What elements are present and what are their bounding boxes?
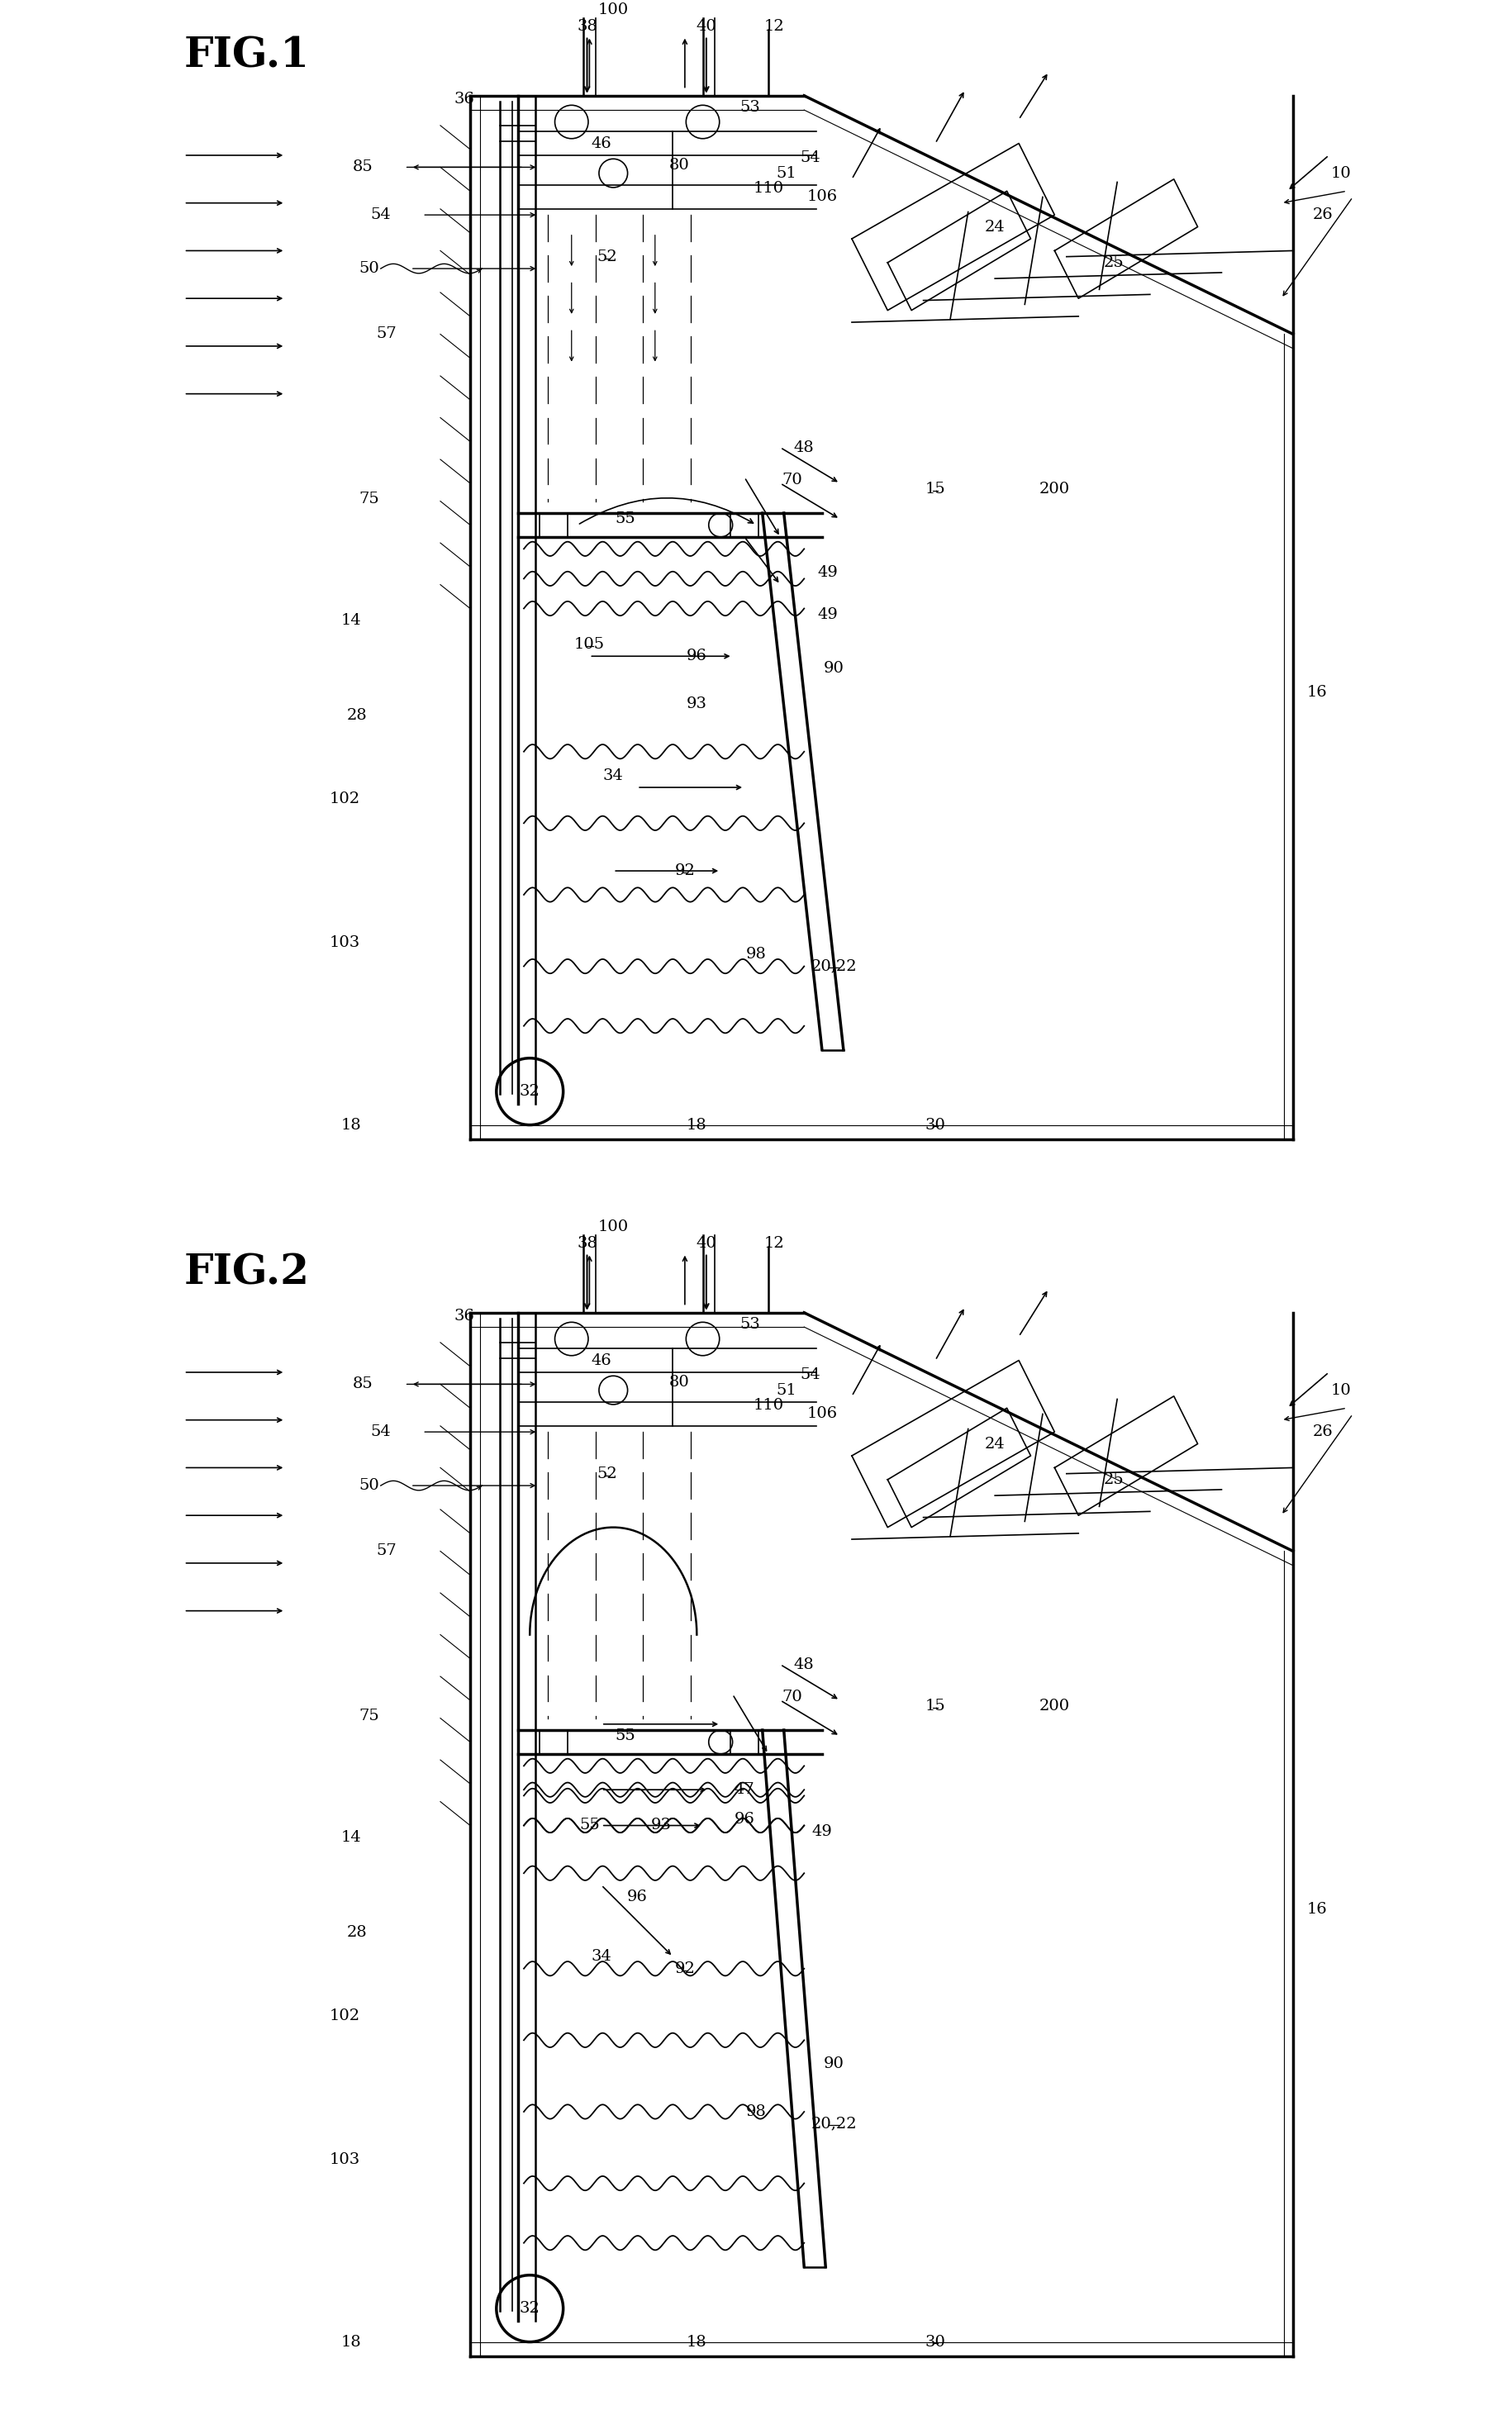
Text: 20,22: 20,22 — [810, 959, 856, 974]
Text: 200: 200 — [1039, 482, 1069, 497]
Text: 85: 85 — [352, 161, 373, 175]
Text: 98: 98 — [745, 2105, 767, 2120]
Text: 34: 34 — [603, 769, 623, 784]
Text: 12: 12 — [764, 1236, 785, 1251]
Text: 92: 92 — [674, 1962, 694, 1976]
Text: 36: 36 — [454, 92, 475, 107]
Text: 75: 75 — [358, 492, 380, 506]
Text: 15: 15 — [924, 482, 945, 497]
Text: 18: 18 — [340, 1117, 361, 1132]
Text: 70: 70 — [782, 472, 801, 487]
Text: 16: 16 — [1306, 1901, 1326, 1916]
Text: 51: 51 — [776, 1383, 795, 1397]
Text: 10: 10 — [1331, 1383, 1350, 1397]
Bar — [540, 514, 567, 538]
Text: 85: 85 — [352, 1378, 373, 1392]
Text: 54: 54 — [800, 151, 820, 166]
Bar — [540, 1731, 567, 1755]
Text: 96: 96 — [733, 1811, 754, 1828]
Text: 18: 18 — [686, 2334, 706, 2349]
Text: 14: 14 — [340, 1830, 361, 1845]
Text: 106: 106 — [806, 1407, 836, 1421]
Text: 48: 48 — [794, 441, 813, 455]
Text: 100: 100 — [597, 1219, 629, 1234]
Text: 49: 49 — [818, 606, 838, 623]
Text: 96: 96 — [626, 1889, 647, 1903]
Text: 103: 103 — [330, 935, 360, 949]
Text: 49: 49 — [812, 1823, 832, 1840]
Text: 54: 54 — [370, 207, 390, 221]
Bar — [730, 514, 759, 538]
Text: 50: 50 — [358, 260, 380, 275]
Text: 55: 55 — [615, 1728, 635, 1743]
Text: 200: 200 — [1039, 1699, 1069, 1714]
Bar — [730, 1731, 759, 1755]
Text: 25: 25 — [1104, 1473, 1123, 1487]
Text: 32: 32 — [519, 1083, 540, 1100]
Text: 110: 110 — [753, 180, 783, 197]
Text: 80: 80 — [668, 1375, 689, 1390]
Text: 46: 46 — [591, 136, 611, 151]
Text: 53: 53 — [739, 100, 761, 114]
Text: 51: 51 — [776, 166, 795, 180]
Text: 40: 40 — [696, 1236, 717, 1251]
Text: 18: 18 — [686, 1117, 706, 1132]
Text: FIG.2: FIG.2 — [184, 1254, 310, 1292]
Text: 106: 106 — [806, 190, 836, 204]
Text: 55: 55 — [579, 1818, 599, 1833]
Text: 20,22: 20,22 — [810, 2115, 856, 2132]
Text: 90: 90 — [823, 2057, 844, 2071]
Text: 25: 25 — [1104, 256, 1123, 270]
Text: 24: 24 — [984, 219, 1004, 234]
Text: 93: 93 — [650, 1818, 671, 1833]
Text: 30: 30 — [924, 1117, 945, 1132]
Text: 105: 105 — [573, 638, 605, 652]
Text: 54: 54 — [370, 1424, 390, 1438]
Text: 55: 55 — [615, 511, 635, 526]
Text: 47: 47 — [733, 1782, 754, 1796]
Text: 24: 24 — [984, 1436, 1004, 1451]
Text: 57: 57 — [376, 1543, 396, 1558]
Text: 34: 34 — [591, 1950, 611, 1964]
Text: 38: 38 — [576, 19, 597, 34]
Text: 49: 49 — [818, 565, 838, 579]
Text: 18: 18 — [340, 2334, 361, 2349]
Text: 80: 80 — [668, 158, 689, 173]
Text: 30: 30 — [924, 2334, 945, 2349]
Text: 36: 36 — [454, 1309, 475, 1324]
Text: 100: 100 — [597, 2, 629, 17]
Text: 10: 10 — [1331, 166, 1350, 180]
Text: 96: 96 — [686, 650, 706, 664]
Text: 92: 92 — [674, 864, 694, 879]
Text: 102: 102 — [330, 2008, 360, 2023]
Text: 48: 48 — [794, 1658, 813, 1672]
Text: 110: 110 — [753, 1397, 783, 1414]
Text: 90: 90 — [823, 660, 844, 677]
Text: 46: 46 — [591, 1353, 611, 1368]
Text: 28: 28 — [346, 708, 367, 723]
Text: 52: 52 — [597, 1465, 617, 1482]
Text: 14: 14 — [340, 613, 361, 628]
Text: 102: 102 — [330, 791, 360, 806]
Text: 75: 75 — [358, 1709, 380, 1723]
Text: 26: 26 — [1312, 207, 1332, 221]
Text: FIG.1: FIG.1 — [184, 37, 310, 75]
Text: 103: 103 — [330, 2152, 360, 2166]
Text: 57: 57 — [376, 326, 396, 341]
Text: 53: 53 — [739, 1317, 761, 1331]
Text: 26: 26 — [1312, 1424, 1332, 1438]
Text: 38: 38 — [576, 1236, 597, 1251]
Text: 50: 50 — [358, 1477, 380, 1492]
Text: 28: 28 — [346, 1925, 367, 1940]
Text: 54: 54 — [800, 1368, 820, 1383]
Text: 93: 93 — [686, 696, 706, 711]
Text: 32: 32 — [519, 2300, 540, 2317]
Text: 12: 12 — [764, 19, 785, 34]
Text: 70: 70 — [782, 1689, 801, 1704]
Text: 52: 52 — [597, 248, 617, 265]
Text: 15: 15 — [924, 1699, 945, 1714]
Text: 98: 98 — [745, 947, 767, 961]
Text: 16: 16 — [1306, 684, 1326, 699]
Text: 40: 40 — [696, 19, 717, 34]
